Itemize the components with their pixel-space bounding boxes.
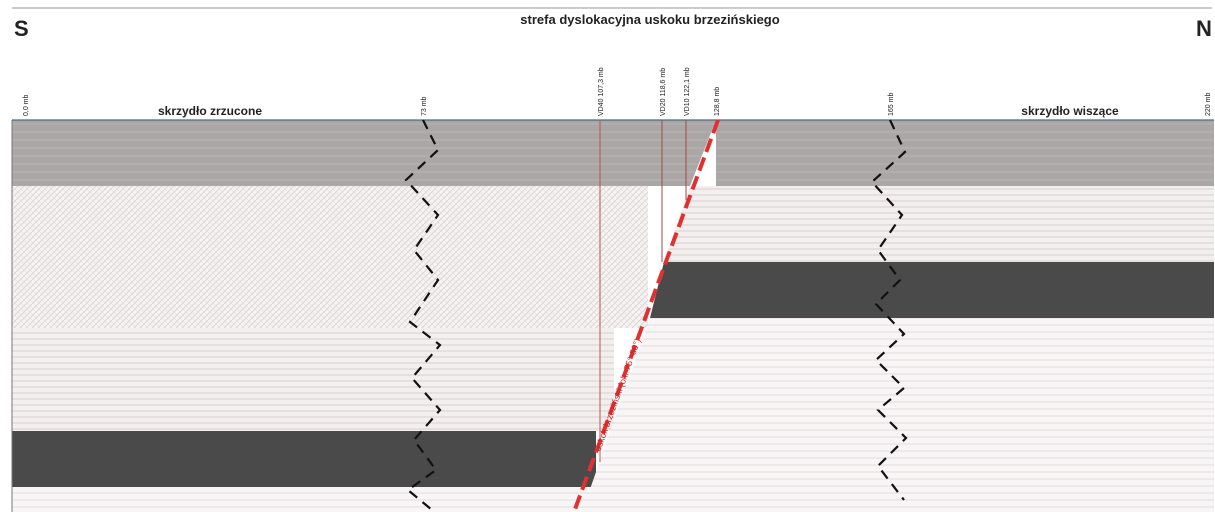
borehole-lines	[599, 120, 687, 462]
fault-line	[572, 119, 720, 512]
distance-label-vd10: VD10 122,1 mb	[684, 67, 691, 116]
distance-label-vd40: VD40 107,3 mb	[598, 67, 605, 116]
distance-label-220: 220 mb	[1205, 93, 1212, 116]
downthrown-wing-label: skrzydło zrzucone	[158, 104, 262, 118]
fault-zone-grey	[600, 120, 716, 186]
right-dark-layer	[650, 262, 1214, 318]
distance-label-73: 73 mb	[421, 96, 428, 116]
right-grey-layer	[716, 120, 1214, 186]
left-grey-layer	[12, 120, 600, 186]
compass-north: N	[1196, 16, 1212, 41]
compass-south: S	[14, 16, 29, 41]
break-line-left	[404, 119, 442, 511]
section-title: strefa dyslokacyjna uskoku brzezińskiego	[520, 12, 779, 27]
distance-label-128: 128,8 mb	[714, 87, 721, 116]
left-hatched-layer	[12, 186, 648, 328]
left-bottom-layer	[12, 487, 590, 512]
distance-label-0: 0,0 mb	[23, 94, 30, 116]
right-lined-layer	[664, 186, 1214, 262]
left-dark-layer	[12, 431, 596, 487]
break-line-right	[870, 119, 908, 501]
right-lower-layer	[582, 318, 1214, 512]
upthrown-wing-label: skrzydło wiszące	[1021, 104, 1119, 118]
distance-label-165: 165 mb	[888, 93, 895, 116]
right-wing-layers	[582, 120, 1214, 512]
distance-label-vd20: VD20 118,6 mb	[660, 68, 667, 116]
left-wing-layers	[12, 120, 648, 512]
left-lined-layer	[12, 328, 614, 431]
